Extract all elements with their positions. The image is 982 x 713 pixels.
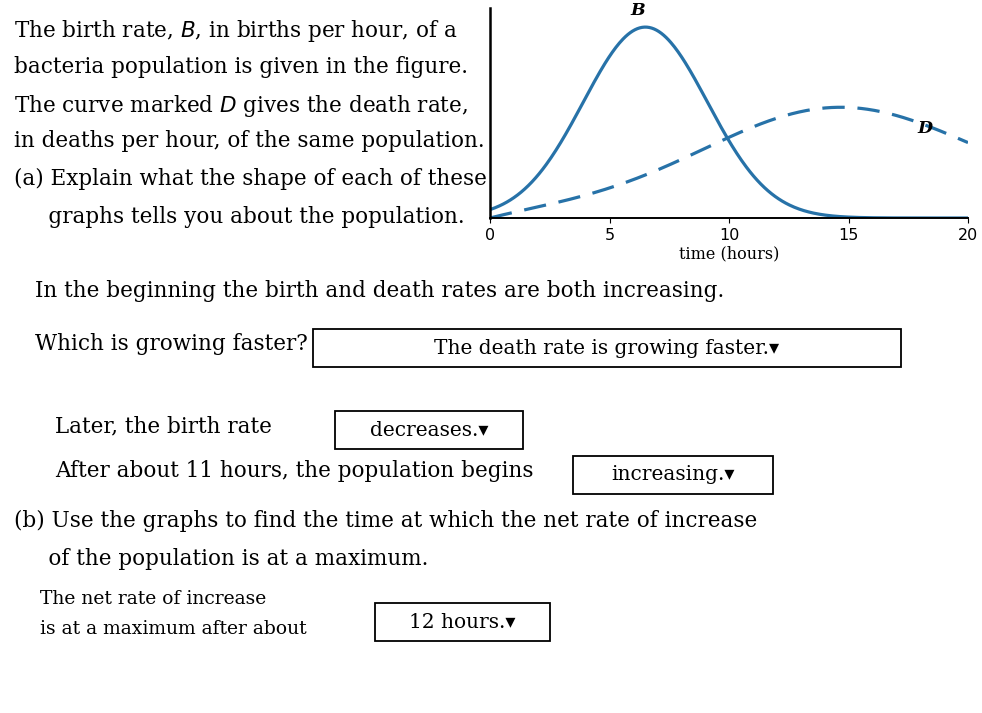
Text: Which is growing faster?: Which is growing faster? <box>35 333 307 355</box>
Text: The curve marked $D$ gives the death rate,: The curve marked $D$ gives the death rat… <box>14 93 468 119</box>
FancyBboxPatch shape <box>573 456 773 494</box>
Text: is at a maximum after about: is at a maximum after about <box>40 620 306 638</box>
Text: D: D <box>917 120 933 137</box>
Text: of the population is at a maximum.: of the population is at a maximum. <box>14 548 428 570</box>
Text: (b) Use the graphs to find the time at which the net rate of increase: (b) Use the graphs to find the time at w… <box>14 510 757 532</box>
Text: 12 hours.▾: 12 hours.▾ <box>409 612 516 632</box>
Text: The net rate of increase: The net rate of increase <box>40 590 266 608</box>
Text: B: B <box>630 2 645 19</box>
FancyBboxPatch shape <box>313 329 901 367</box>
FancyBboxPatch shape <box>375 603 550 641</box>
Text: The death rate is growing faster.▾: The death rate is growing faster.▾ <box>434 339 780 357</box>
Text: bacteria population is given in the figure.: bacteria population is given in the figu… <box>14 56 468 78</box>
Text: graphs tells you about the population.: graphs tells you about the population. <box>14 205 464 227</box>
X-axis label: time (hours): time (hours) <box>679 245 779 262</box>
Text: (a) Explain what the shape of each of these: (a) Explain what the shape of each of th… <box>14 168 487 190</box>
Text: In the beginning the birth and death rates are both increasing.: In the beginning the birth and death rat… <box>35 280 725 302</box>
FancyBboxPatch shape <box>335 411 523 449</box>
Text: in deaths per hour, of the same population.: in deaths per hour, of the same populati… <box>14 130 485 153</box>
Text: increasing.▾: increasing.▾ <box>611 466 735 485</box>
Text: Later, the birth rate: Later, the birth rate <box>55 415 272 437</box>
Text: The birth rate, $B$, in births per hour, of a: The birth rate, $B$, in births per hour,… <box>14 18 458 44</box>
Text: decreases.▾: decreases.▾ <box>370 421 488 439</box>
Text: After about 11 hours, the population begins: After about 11 hours, the population beg… <box>55 460 533 482</box>
